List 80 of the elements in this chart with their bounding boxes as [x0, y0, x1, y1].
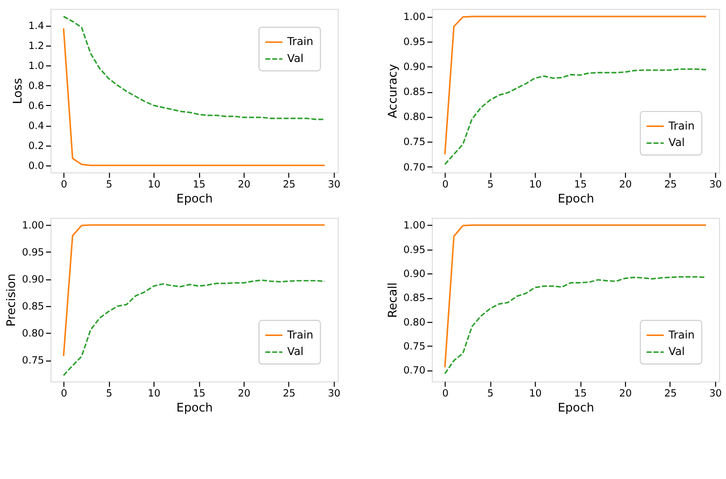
x-tick-label: 25 [282, 388, 296, 400]
x-tick-label: 25 [664, 388, 677, 400]
x-tick-label: 15 [192, 388, 206, 400]
x-tick-label: 0 [60, 180, 68, 191]
x-tick-label: 15 [574, 180, 587, 191]
y-tick-label: 1.00 [22, 220, 44, 232]
x-tick-label: 10 [529, 180, 542, 191]
y-axis-title: Precision [4, 274, 18, 327]
legend-label: Train [668, 119, 695, 132]
legend-label: Val [287, 52, 304, 65]
x-tick-label: 5 [487, 180, 494, 191]
y-tick-label: 0.85 [22, 302, 44, 313]
y-tick-label: 0.6 [28, 100, 44, 112]
y-tick-label: 1.00 [403, 220, 426, 232]
x-tick-label: 25 [282, 180, 296, 191]
legend-label: Val [668, 136, 685, 150]
legend-label: Train [286, 35, 314, 48]
y-tick-label: 1.2 [28, 40, 44, 52]
y-tick-label: 0.0 [28, 160, 44, 172]
x-tick-label: 10 [148, 180, 160, 191]
x-axis-title: Epoch [558, 192, 594, 206]
x-tick-label: 20 [619, 180, 632, 191]
y-axis-title: Loss [10, 78, 24, 104]
x-tick-label: 0 [442, 180, 449, 191]
y-axis-title: Accuracy [385, 64, 400, 118]
x-axis-title: Epoch [176, 400, 213, 415]
y-tick-label: 1.4 [28, 20, 44, 32]
x-axis-title: Epoch [176, 192, 213, 206]
y-tick-label: 0.80 [403, 112, 426, 124]
x-tick-label: 10 [529, 388, 542, 400]
x-tick-label: 15 [192, 180, 206, 191]
y-tick-label: 0.90 [403, 62, 426, 74]
y-tick-label: 0.90 [22, 274, 44, 286]
x-tick-label: 25 [664, 180, 677, 191]
x-tick-label: 10 [148, 388, 160, 400]
y-tick-label: 0.95 [403, 36, 426, 48]
x-tick-label: 30 [709, 388, 722, 400]
x-tick-label: 0 [60, 388, 68, 400]
line-series [62, 16, 326, 120]
x-tick-label: 20 [619, 388, 632, 400]
legend-label: Val [668, 345, 685, 358]
y-tick-label: 0.70 [403, 162, 426, 174]
legend-label: Train [668, 328, 695, 342]
y-tick-label: 1.00 [403, 12, 426, 23]
line-series [444, 224, 707, 368]
x-tick-label: 5 [106, 388, 112, 400]
x-tick-label: 5 [487, 388, 494, 400]
x-tick-label: 30 [328, 180, 340, 191]
y-axis-title: Recall [385, 282, 400, 318]
y-tick-label: 0.95 [22, 247, 44, 258]
y-tick-label: 0.75 [403, 137, 426, 148]
y-tick-label: 0.80 [403, 317, 426, 328]
line-series [444, 276, 707, 374]
legend-label: Train [286, 328, 314, 342]
x-tick-label: 15 [574, 388, 587, 400]
x-tick-label: 5 [106, 180, 112, 191]
y-tick-label: 0.4 [28, 120, 44, 132]
y-tick-label: 0.85 [403, 293, 426, 304]
x-tick-label: 0 [442, 388, 449, 400]
line-series [62, 279, 326, 376]
y-tick-label: 0.95 [403, 244, 426, 256]
y-tick-label: 0.70 [403, 366, 426, 377]
x-tick-label: 20 [238, 388, 250, 400]
x-tick-label: 30 [709, 180, 722, 191]
line-series [444, 16, 707, 156]
y-tick-label: 0.80 [22, 328, 44, 340]
x-tick-label: 30 [328, 388, 340, 400]
x-tick-label: 20 [238, 180, 250, 191]
x-axis-title: Epoch [558, 400, 594, 415]
line-series [444, 68, 707, 166]
line-series [62, 224, 326, 357]
y-tick-label: 0.85 [403, 87, 426, 98]
y-tick-label: 0.90 [403, 268, 426, 280]
legend-label: Val [287, 345, 304, 358]
y-tick-label: 0.2 [28, 140, 44, 152]
y-tick-label: 1.0 [28, 60, 44, 72]
y-tick-label: 0.8 [28, 80, 44, 92]
y-tick-label: 0.75 [403, 342, 426, 353]
line-series [62, 28, 326, 166]
y-tick-label: 0.75 [22, 356, 44, 367]
